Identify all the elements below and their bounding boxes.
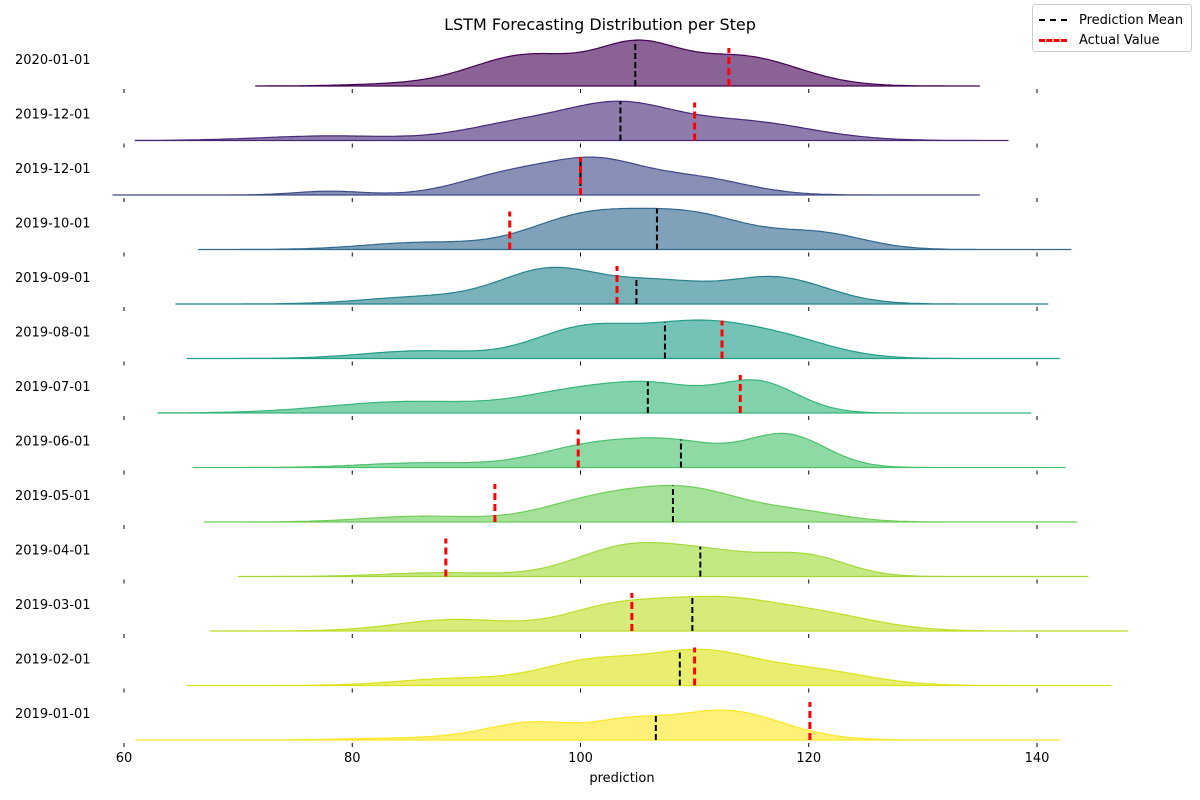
legend-label-mean: Prediction Mean [1079, 12, 1184, 28]
density-area [134, 100, 1009, 142]
legend-swatch-mean [1039, 19, 1067, 21]
legend-label-actual: Actual Value [1079, 32, 1160, 48]
density-area [198, 207, 1072, 251]
ridge-row: 2019-01-01 [15, 702, 1060, 747]
row-label: 2020-01-01 [15, 53, 91, 68]
ridge-row: 2020-01-01 [15, 39, 1038, 93]
x-tick-label: 60 [116, 751, 133, 766]
row-label: 2019-12-01 [15, 162, 91, 177]
density-area [203, 484, 1077, 523]
density-area [209, 595, 1129, 632]
x-tick-label: 120 [796, 751, 821, 766]
row-label: 2019-04-01 [15, 544, 91, 559]
x-tick-label: 80 [344, 751, 361, 766]
ridges-group: 2020-01-01 2019-12-01 2019-12-01 2019-10-01… [15, 39, 1129, 747]
density-area [175, 266, 1049, 305]
row-label: 2019-08-01 [15, 326, 91, 341]
row-label: 2019-05-01 [15, 489, 91, 504]
legend-swatch-actual [1039, 38, 1067, 42]
legend-item-actual: Actual Value [1039, 31, 1160, 49]
x-axis-label: prediction [589, 771, 654, 786]
ridge-row: 2019-10-01 [15, 207, 1072, 257]
ridge-row: 2019-03-01 [15, 593, 1129, 638]
x-axis-ticks: 60 80 100 120 140 [116, 751, 1050, 766]
density-area [135, 709, 1060, 741]
ridge-row: 2019-05-01 [15, 484, 1077, 529]
ridge-row: 2019-12-01 [15, 100, 1038, 148]
ridge-row: 2019-09-01 [15, 266, 1049, 311]
density-area [238, 542, 1089, 578]
density-area [112, 156, 980, 196]
row-label: 2019-07-01 [15, 380, 91, 395]
row-label: 2019-03-01 [15, 598, 91, 613]
legend-item-mean: Prediction Mean [1039, 11, 1183, 29]
row-label: 2019-02-01 [15, 653, 91, 668]
x-tick-label: 140 [1025, 751, 1050, 766]
density-area [157, 379, 1032, 414]
chart-title: LSTM Forecasting Distribution per Step [444, 15, 756, 34]
ridge-row: 2019-02-01 [15, 647, 1112, 693]
density-area [192, 432, 1066, 469]
row-label: 2019-12-01 [15, 108, 91, 123]
density-area [186, 319, 1060, 360]
ridge-row: 2019-06-01 [15, 429, 1066, 475]
row-label: 2019-01-01 [15, 707, 91, 722]
row-label: 2019-06-01 [15, 435, 91, 450]
ridge-row: 2019-07-01 [15, 375, 1038, 420]
row-label: 2019-09-01 [15, 271, 91, 286]
ridge-row: 2019-08-01 [15, 319, 1060, 366]
ridge-row: 2019-12-01 [15, 156, 1038, 202]
density-area [255, 39, 980, 87]
density-area [186, 648, 1112, 687]
row-label: 2019-10-01 [15, 217, 91, 232]
x-tick-label: 100 [568, 751, 593, 766]
ridge-row: 2019-04-01 [15, 538, 1089, 584]
legend: Prediction Mean Actual Value [1032, 4, 1192, 52]
